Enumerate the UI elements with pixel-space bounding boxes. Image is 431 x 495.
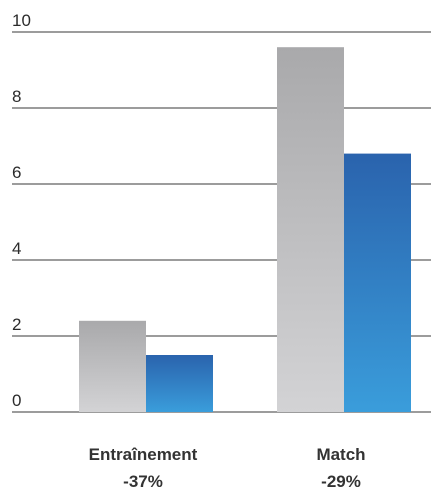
category-label: Match [316,445,365,464]
category-change-label: -37% [123,472,163,491]
y-tick-label: 4 [12,239,21,258]
bar-series2-2 [344,153,411,412]
category-label: Entraînement [89,445,198,464]
bar-series2-1 [146,355,213,412]
category-label-layer: Entraînement -37% Match -29% [89,445,366,491]
y-tick-label: 0 [12,391,21,410]
y-tick-label: 10 [12,11,31,30]
y-tick-label: 8 [12,87,21,106]
y-tick-label: 6 [12,163,21,182]
bar-series1-2 [277,47,344,412]
y-tick-label: 2 [12,315,21,334]
bar-series1-1 [79,320,146,412]
category-change-label: -29% [321,472,361,491]
bar-layer [79,47,411,412]
